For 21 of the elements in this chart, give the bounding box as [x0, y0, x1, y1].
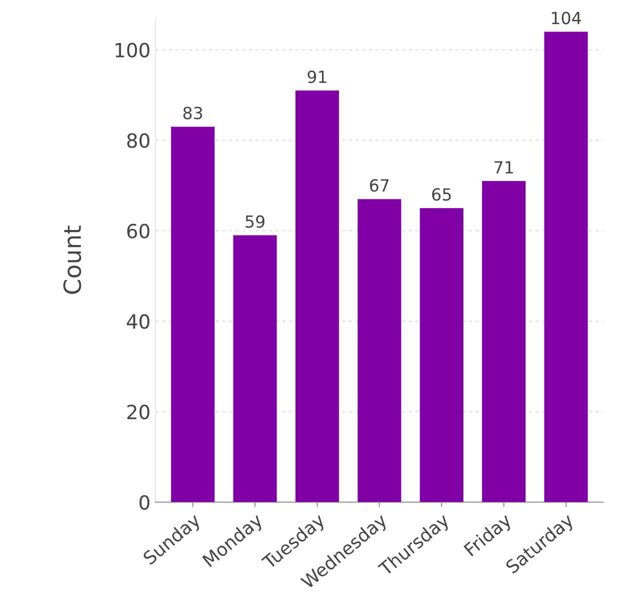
data-label: 71	[494, 161, 513, 174]
y-tick-label: 80	[127, 133, 150, 148]
data-label: 59	[246, 215, 264, 228]
bar	[233, 235, 277, 502]
y-tick-label: 20	[127, 404, 150, 420]
y-tick-label: 0	[140, 495, 150, 510]
y-tick-label: 100	[116, 42, 150, 58]
bar	[295, 90, 339, 502]
bar	[171, 126, 215, 502]
data-label: 83	[183, 106, 202, 120]
bar	[420, 208, 464, 502]
data-label: 91	[308, 70, 326, 84]
bar	[544, 32, 588, 502]
bar	[482, 180, 526, 502]
data-label: 65	[432, 188, 451, 201]
y-tick-label: 40	[126, 314, 150, 329]
y-axis-title: Count	[63, 226, 82, 294]
data-label: 104	[552, 12, 581, 24]
bar	[358, 199, 402, 502]
data-label: 67	[370, 179, 389, 192]
y-tick-label: 60	[127, 224, 150, 238]
